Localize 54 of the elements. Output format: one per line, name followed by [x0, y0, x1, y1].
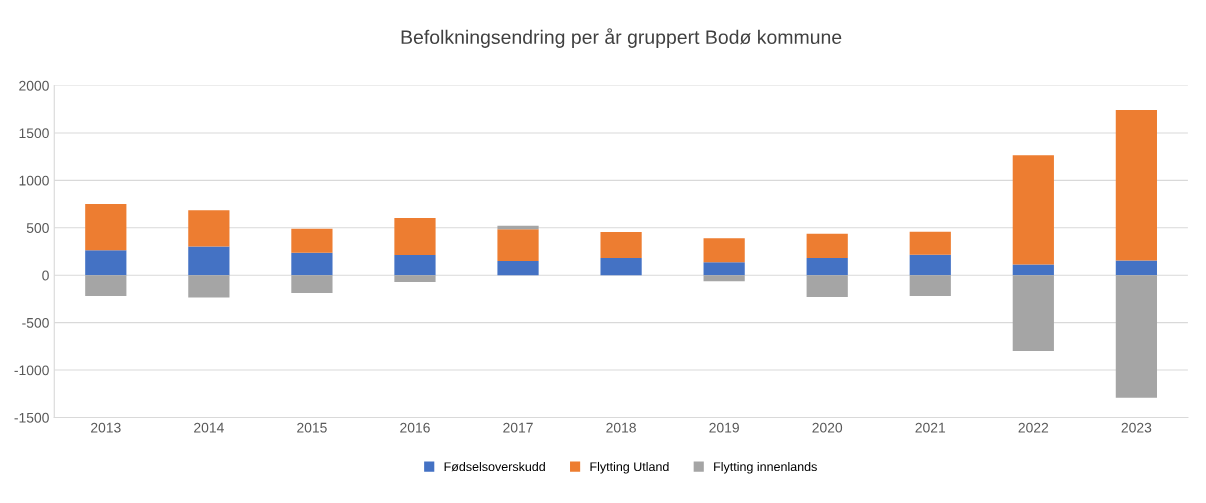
x-tick-label: 2023	[1121, 422, 1152, 433]
bar	[394, 254, 436, 276]
x-tick-label: 2015	[297, 422, 327, 433]
bar	[188, 210, 230, 247]
bar	[291, 252, 333, 276]
y-tick-label: -500	[22, 317, 49, 328]
legend-label: Flytting innenlands	[714, 461, 817, 474]
bar	[703, 262, 745, 276]
bar	[394, 275, 436, 282]
x-tick-label: 2020	[812, 422, 843, 433]
x-tick-label: 2016	[400, 422, 430, 433]
bar	[188, 246, 230, 276]
bar	[806, 275, 848, 298]
bar	[1012, 264, 1054, 276]
chart-title: Befolkningsendring per år gruppert Bodø kommune	[401, 28, 842, 48]
bar	[806, 257, 848, 276]
bar	[85, 204, 127, 251]
bar	[497, 260, 539, 276]
bar	[1012, 155, 1054, 265]
bar	[85, 275, 127, 296]
legend-label: Fødselsoverskudd	[444, 461, 545, 472]
y-tick-label: 1500	[19, 128, 49, 139]
bar	[1012, 275, 1054, 352]
x-tick-label: 2018	[606, 422, 636, 433]
bar	[703, 275, 745, 282]
y-tick-label: 500	[26, 223, 49, 233]
y-tick-label: -1000	[14, 365, 49, 376]
bar	[291, 275, 333, 294]
y-tick-label: -1500	[14, 412, 49, 423]
bar	[909, 254, 951, 276]
bar	[1115, 109, 1157, 261]
bar	[1115, 275, 1157, 398]
bar	[394, 217, 436, 255]
bar	[806, 233, 848, 258]
bar	[703, 238, 745, 263]
bar	[188, 275, 230, 298]
bar	[600, 257, 642, 276]
bar	[600, 232, 642, 258]
bar	[497, 229, 539, 261]
x-tick-label: 2014	[194, 422, 224, 433]
bar	[85, 250, 127, 276]
y-tick-label: 0	[42, 270, 49, 281]
x-tick-label: 2013	[91, 422, 121, 433]
x-tick-label: 2017	[503, 422, 533, 433]
legend-label: Flytting Utland	[590, 461, 669, 474]
bar	[909, 275, 951, 297]
y-tick-label: 1000	[19, 175, 49, 186]
x-tick-label: 2019	[709, 422, 739, 433]
x-tick-label: 2021	[915, 422, 946, 433]
bar	[909, 231, 951, 255]
x-tick-label: 2022	[1018, 422, 1049, 433]
bar	[291, 228, 333, 253]
y-tick-label: 2000	[19, 80, 49, 91]
bar	[1115, 260, 1157, 276]
